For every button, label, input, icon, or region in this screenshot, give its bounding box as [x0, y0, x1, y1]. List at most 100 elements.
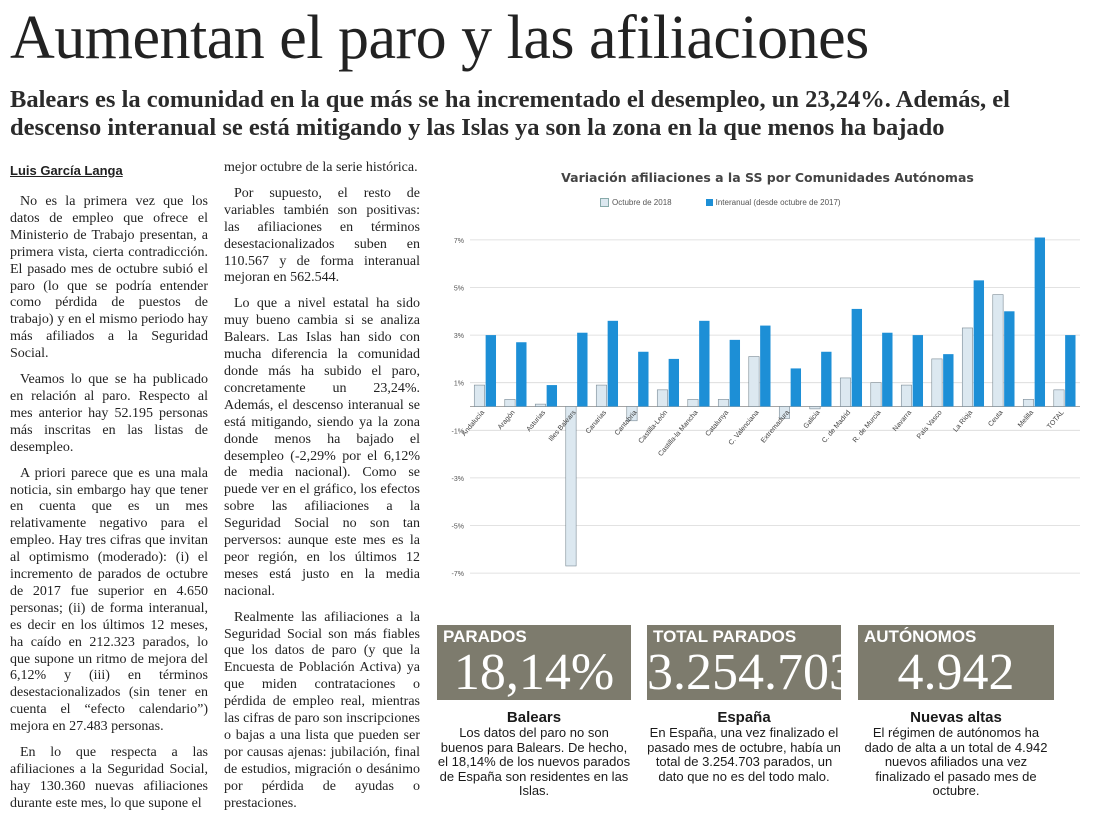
bar-octubre — [870, 382, 882, 407]
bar-interanual — [912, 335, 924, 407]
x-tick-label: Asturias — [526, 409, 548, 433]
caption-espana: España En España, una vez finalizado el … — [647, 709, 841, 784]
bar-interanual — [607, 320, 619, 407]
y-tick-label: 5% — [454, 286, 464, 293]
caption-text: En España, una vez finalizado el pasado … — [647, 725, 841, 784]
stat-value: 3.254.703 — [647, 644, 855, 701]
x-tick-label: Catalunya — [705, 409, 731, 438]
x-tick-label: País Vasco — [916, 409, 944, 440]
bar-interanual — [516, 342, 527, 407]
y-tick-label: 3% — [454, 333, 464, 340]
byline: Luis García Langa — [10, 163, 123, 178]
bar-octubre — [961, 327, 973, 407]
stat-label: AUTÓNOMOS — [864, 627, 977, 646]
bar-interanual — [1065, 335, 1076, 407]
caption-nuevas-altas: Nuevas altas El régimen de autónomos ha … — [858, 709, 1054, 799]
bar-interanual — [699, 320, 710, 407]
x-tick-label: Extremadura — [760, 409, 791, 444]
caption-text: Los datos del paro no son buenos para Ba… — [437, 725, 631, 798]
stat-box-parados: PARADOS 18,14% — [437, 625, 631, 701]
stat-label: TOTAL PARADOS — [653, 627, 797, 646]
bar-interanual — [485, 335, 497, 407]
caption-title: Balears — [506, 709, 562, 726]
bar-interanual — [851, 308, 863, 407]
x-tick-label: R. de Murcia — [852, 409, 883, 444]
y-tick-label: -1% — [452, 428, 464, 435]
legend-label: Interanual (desde octubre de 2017) — [715, 198, 841, 207]
bar-octubre — [931, 358, 943, 407]
bar-octubre — [809, 406, 821, 410]
x-tick-label: C. Valenciana — [728, 409, 761, 447]
article-column-1: No es la primera vez que los datos de em… — [10, 194, 208, 822]
bar-interanual — [729, 339, 741, 407]
y-tick-label: -5% — [452, 524, 464, 531]
paragraph: Realmente las afiliaciones a la Segurida… — [224, 609, 420, 811]
y-tick-label: -7% — [452, 571, 464, 578]
bar-interanual — [943, 354, 954, 407]
bar-chart: 7% 5% 3% 1% -1% -3% -5% -7% Andalucía Aragón Astur… — [452, 237, 1080, 578]
bar-interanual — [882, 332, 893, 407]
paragraph: En lo que respecta a las afiliaciones a … — [10, 745, 208, 811]
x-tick-label: Canarias — [585, 409, 609, 435]
bar-interanual — [577, 332, 588, 407]
caption-title: Nuevas altas — [910, 709, 1002, 726]
paragraph: Veamos lo que se ha publicado en relació… — [10, 372, 208, 455]
bar-octubre — [595, 384, 607, 407]
paragraph: Lo que a nivel estatal ha sido muy bueno… — [224, 296, 420, 599]
bar-octubre — [504, 399, 516, 407]
bar-octubre — [778, 406, 790, 419]
legend-swatch — [600, 198, 609, 208]
bar-interanual — [973, 280, 985, 407]
bar-octubre — [656, 389, 668, 407]
stat-value: 4.942 — [897, 644, 1015, 701]
bar-interanual — [638, 351, 649, 407]
legend-label: Octubre de 2018 — [612, 198, 672, 207]
bar-octubre — [565, 406, 577, 567]
x-tick-label: Aragón — [497, 409, 517, 431]
bar-interanual — [1004, 311, 1015, 407]
stat-box-total-parados: TOTAL PARADOS 3.254.703 — [647, 625, 855, 701]
stat-value: 18,14% — [453, 644, 615, 701]
y-tick-label: -3% — [452, 476, 464, 483]
paragraph: mejor octubre de la serie histórica. — [224, 160, 418, 175]
bar-interanual — [546, 385, 558, 407]
caption-title: España — [717, 709, 771, 726]
caption-text: El régimen de autónomos ha dado de alta … — [864, 725, 1048, 798]
x-tick-label: Andalucía — [461, 409, 486, 437]
x-tick-label: Castilla-León — [638, 409, 670, 445]
chart-legend: Octubre de 2018 Interanual (desde octubr… — [600, 198, 841, 208]
legend-item-octubre: Octubre de 2018 — [600, 198, 672, 208]
article-column-2: mejor octubre de la serie histórica. Por… — [224, 160, 420, 822]
headline: Aumentan el paro y las afiliaciones — [10, 4, 869, 72]
bar-octubre — [534, 403, 546, 407]
bar-octubre — [717, 399, 729, 407]
bar-octubre — [626, 406, 638, 422]
y-tick-label: 1% — [454, 381, 464, 388]
chart-title: Variación afiliaciones a la SS por Comun… — [561, 170, 974, 185]
stat-box-autonomos: AUTÓNOMOS 4.942 — [858, 625, 1054, 701]
bar-octubre — [687, 399, 699, 407]
paragraph: Por supuesto, el resto de variables tamb… — [224, 185, 420, 286]
y-tick-label: 7% — [454, 238, 464, 245]
x-tick-label: Melilla — [1017, 409, 1035, 429]
bar-octubre — [473, 384, 485, 407]
bar-octubre — [992, 294, 1004, 407]
stat-label: PARADOS — [443, 627, 527, 646]
caption-balears: Balears Los datos del paro no son buenos… — [437, 709, 631, 799]
x-tick-label: TOTAL — [1046, 409, 1066, 430]
bar-octubre — [1022, 399, 1034, 407]
x-tick-label: Navarra — [892, 409, 913, 433]
bar-octubre — [900, 384, 912, 407]
paragraph: A priori parece que es una mala noticia,… — [10, 465, 208, 735]
subheadline: Balears es la comunidad en la que más se… — [10, 86, 1010, 141]
x-tick-label: Cantabria — [614, 409, 639, 437]
legend-swatch — [705, 199, 713, 207]
bar-interanual — [790, 368, 802, 407]
x-tick-label: C. de Madrid — [821, 409, 852, 444]
bar-octubre — [839, 377, 851, 407]
bar-octubre — [748, 356, 760, 407]
x-tick-label: La Rioja — [952, 409, 974, 433]
x-tick-label: Galicia — [803, 409, 822, 430]
legend-item-interanual: Interanual (desde octubre de 2017) — [705, 198, 841, 207]
paragraph: No es la primera vez que los datos de em… — [10, 194, 208, 362]
